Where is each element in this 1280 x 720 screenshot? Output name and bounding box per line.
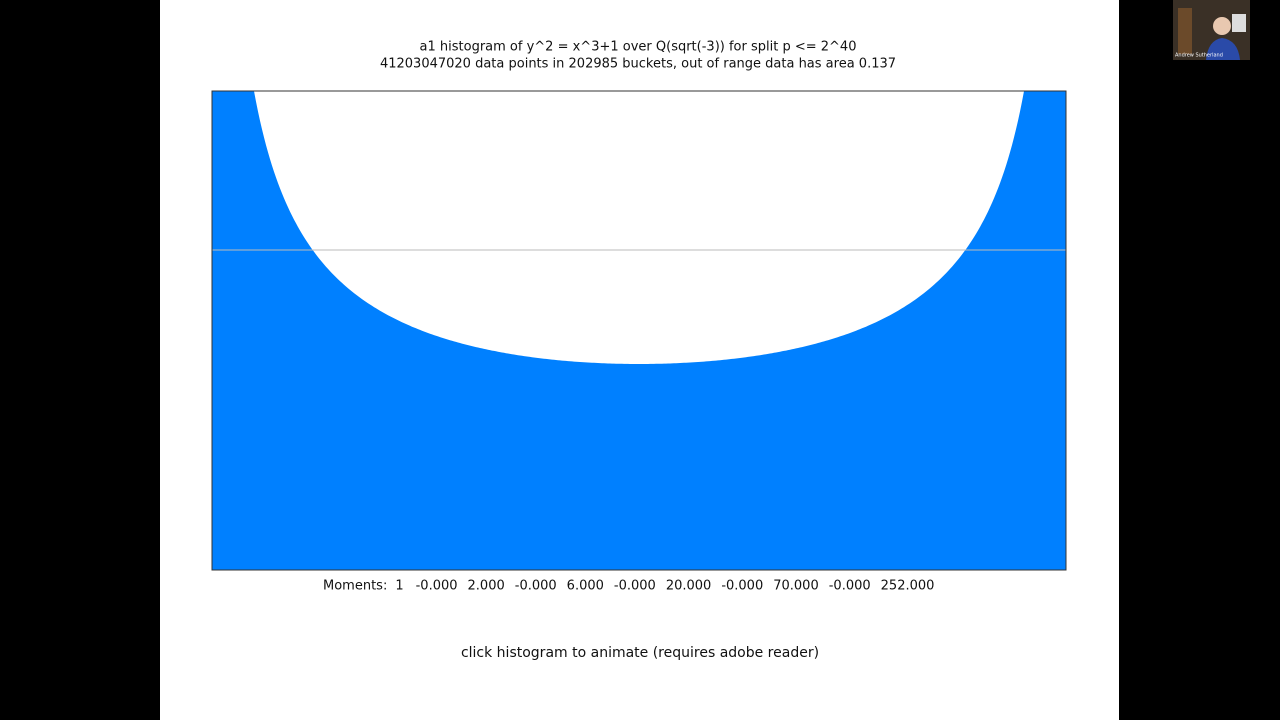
moments-label: Moments:	[323, 579, 387, 594]
webcam-face	[1213, 17, 1231, 35]
moment-value: -0.000	[416, 579, 458, 594]
moment-value: 2.000	[468, 579, 505, 594]
moment-value: -0.000	[829, 579, 871, 594]
webcam-body	[1206, 38, 1240, 60]
webcam-name: Andrew Sutherland	[1175, 53, 1223, 59]
histogram-gap	[254, 91, 1024, 364]
histogram[interactable]	[211, 90, 1067, 571]
plot-frame	[211, 90, 1067, 571]
slide-footer: click histogram to animate (requires ado…	[461, 645, 819, 661]
webcam: Andrew Sutherland	[1173, 0, 1250, 60]
moment-value: -0.000	[614, 579, 656, 594]
slide-subtitle: 41203047020 data points in 202985 bucket…	[380, 57, 896, 72]
moment-value: -0.000	[515, 579, 557, 594]
moment-value: 70.000	[773, 579, 819, 594]
webcam-shelf	[1178, 8, 1192, 54]
webcam-picture	[1232, 14, 1246, 32]
moment-value: 6.000	[567, 579, 604, 594]
moment-value: 20.000	[666, 579, 712, 594]
moments-row: Moments: 1 -0.000 2.000 -0.000 6.000 -0.000 20…	[323, 579, 934, 594]
slide-title: a1 histogram of y^2 = x^3+1 over Q(sqrt(…	[420, 40, 857, 55]
moment-value: 252.000	[881, 579, 935, 594]
moment-value: 1	[395, 579, 403, 594]
moment-value: -0.000	[721, 579, 763, 594]
